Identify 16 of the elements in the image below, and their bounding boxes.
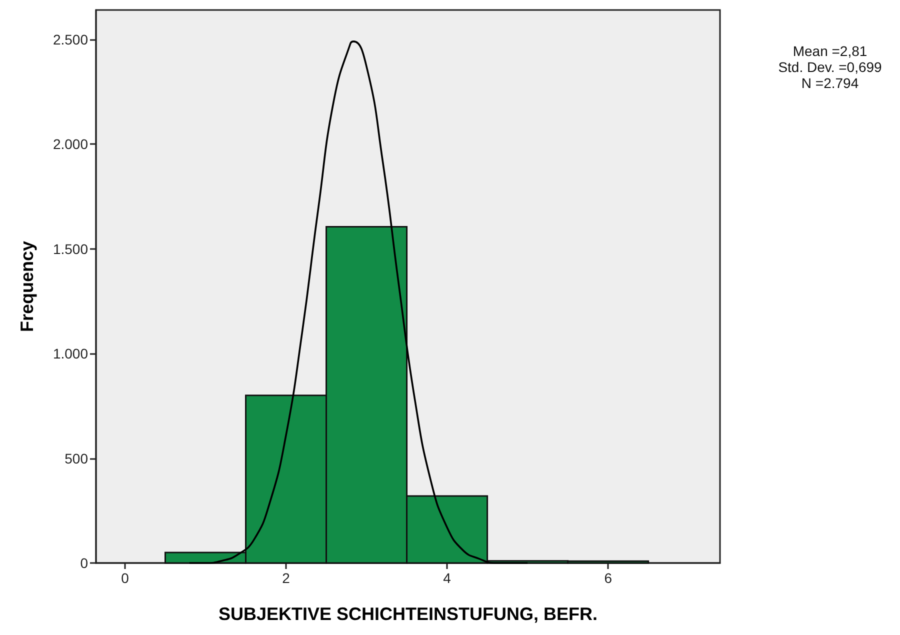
y-tick-label: 2.500 [52, 31, 88, 48]
y-tick-label: 0 [80, 555, 88, 571]
x-tick-label: 2 [282, 570, 290, 586]
x-tick-label: 6 [604, 570, 612, 586]
line-series [188, 40, 528, 564]
text: Std. Dev. =0,699 [778, 59, 882, 75]
x-axis-title: SUBJEKTIVE SCHICHTEINSTUFUNG, BEFR. [218, 604, 598, 624]
x-tick-label: 4 [443, 570, 452, 586]
y-tick-label: 1.000 [52, 346, 88, 362]
text: N =2.794 [801, 75, 859, 91]
y-tick-label: 500 [64, 450, 88, 466]
y-tick-label: 1.500 [52, 240, 88, 257]
x-tick-label: 0 [121, 570, 130, 586]
y-axis-title: Frequency [17, 240, 37, 332]
y-tick-label: 2.000 [52, 136, 88, 152]
text: Mean =2,81 [792, 43, 868, 59]
